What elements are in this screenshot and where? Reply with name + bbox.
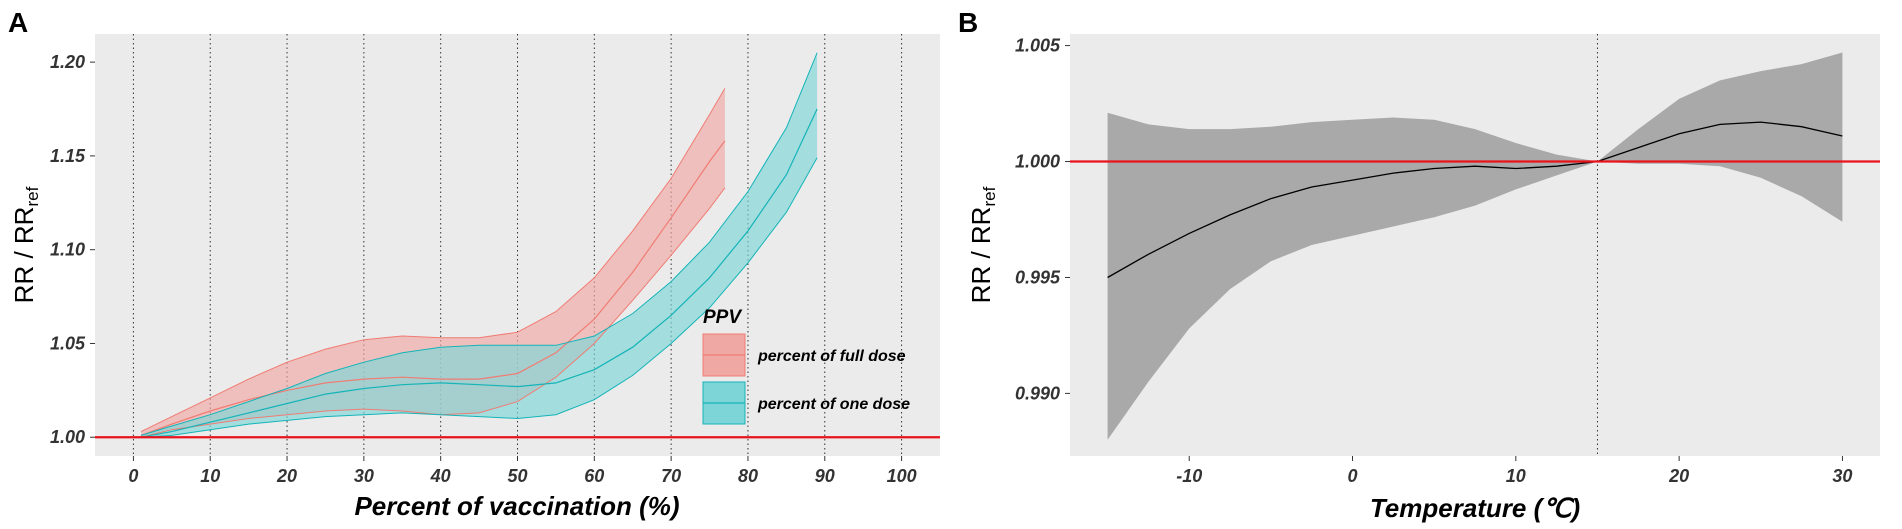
x-tick-label: 20: [1668, 466, 1689, 486]
x-tick-label: 70: [661, 466, 681, 486]
x-tick-label: 0: [1348, 466, 1358, 486]
series-line: [140, 140, 726, 436]
x-tick-label: 30: [1832, 466, 1852, 486]
panel-b-y-axis-title-main: RR / RR: [966, 207, 996, 304]
legend-label-full-dose: percent of full dose: [757, 348, 906, 365]
panel-a-y-axis-title-main: RR / RR: [9, 207, 39, 304]
y-tick-label: 0.995: [1015, 267, 1061, 287]
panel-a-y-axis-title-sub: ref: [23, 186, 42, 206]
x-tick-label: 20: [276, 466, 297, 486]
y-tick-label: 1.000: [1015, 152, 1060, 172]
x-tick-label: 0: [128, 466, 138, 486]
ci-upper-line: [140, 88, 726, 433]
x-tick-label: 90: [815, 466, 835, 486]
y-tick-label: 1.20: [50, 52, 85, 72]
y-tick-label: 1.005: [1015, 36, 1061, 56]
series-line: [1107, 121, 1843, 279]
panel-label-b: B: [958, 7, 978, 38]
panel-a-legend: PPV percent of full dose percent of one …: [702, 307, 910, 425]
legend-label-one-dose: percent of one dose: [757, 396, 910, 413]
y-tick-label: 1.10: [50, 240, 85, 260]
x-tick-label: 10: [1506, 466, 1526, 486]
ci-upper-line: [140, 52, 818, 436]
x-tick-label: 50: [507, 466, 527, 486]
x-tick-label: 40: [430, 466, 451, 486]
x-tick-label: 80: [738, 466, 758, 486]
y-tick-label: 1.15: [50, 146, 86, 166]
x-tick-label: 10: [200, 466, 220, 486]
panel-b-y-axis-title-sub: ref: [980, 186, 999, 206]
panel-a-y-axis-title: RR / RRref: [9, 186, 42, 303]
panel-b-chart: 0.990 0.995 1.000 1.005 -10 0 10 20 30 Temperat…: [966, 34, 1880, 523]
x-tick-label: 30: [354, 466, 374, 486]
y-tick-label: 0.990: [1015, 383, 1060, 403]
x-tick-label: 60: [584, 466, 604, 486]
y-tick-label: 1.05: [50, 333, 86, 353]
x-tick-label: -10: [1176, 466, 1202, 486]
panel-b-y-axis-title: RR / RRref: [966, 186, 999, 303]
legend-title: PPV: [703, 307, 742, 328]
y-tick-label: 1.00: [50, 427, 85, 447]
panel-a-chart: 1.00 1.05 1.10 1.15 1.20 0 10 20 30 40 50 60 70 80 90…: [9, 34, 940, 521]
panel-label-a: A: [8, 7, 28, 38]
series-line: [140, 108, 818, 438]
ci-band: [141, 52, 818, 438]
ci-band: [1107, 52, 1843, 440]
panel-a-x-axis-title: Percent of vaccination (%): [354, 491, 679, 521]
ci-lower-line: [141, 157, 818, 438]
x-tick-label: 100: [887, 466, 917, 486]
panel-b-x-axis-title: Temperature (℃): [1370, 493, 1580, 523]
